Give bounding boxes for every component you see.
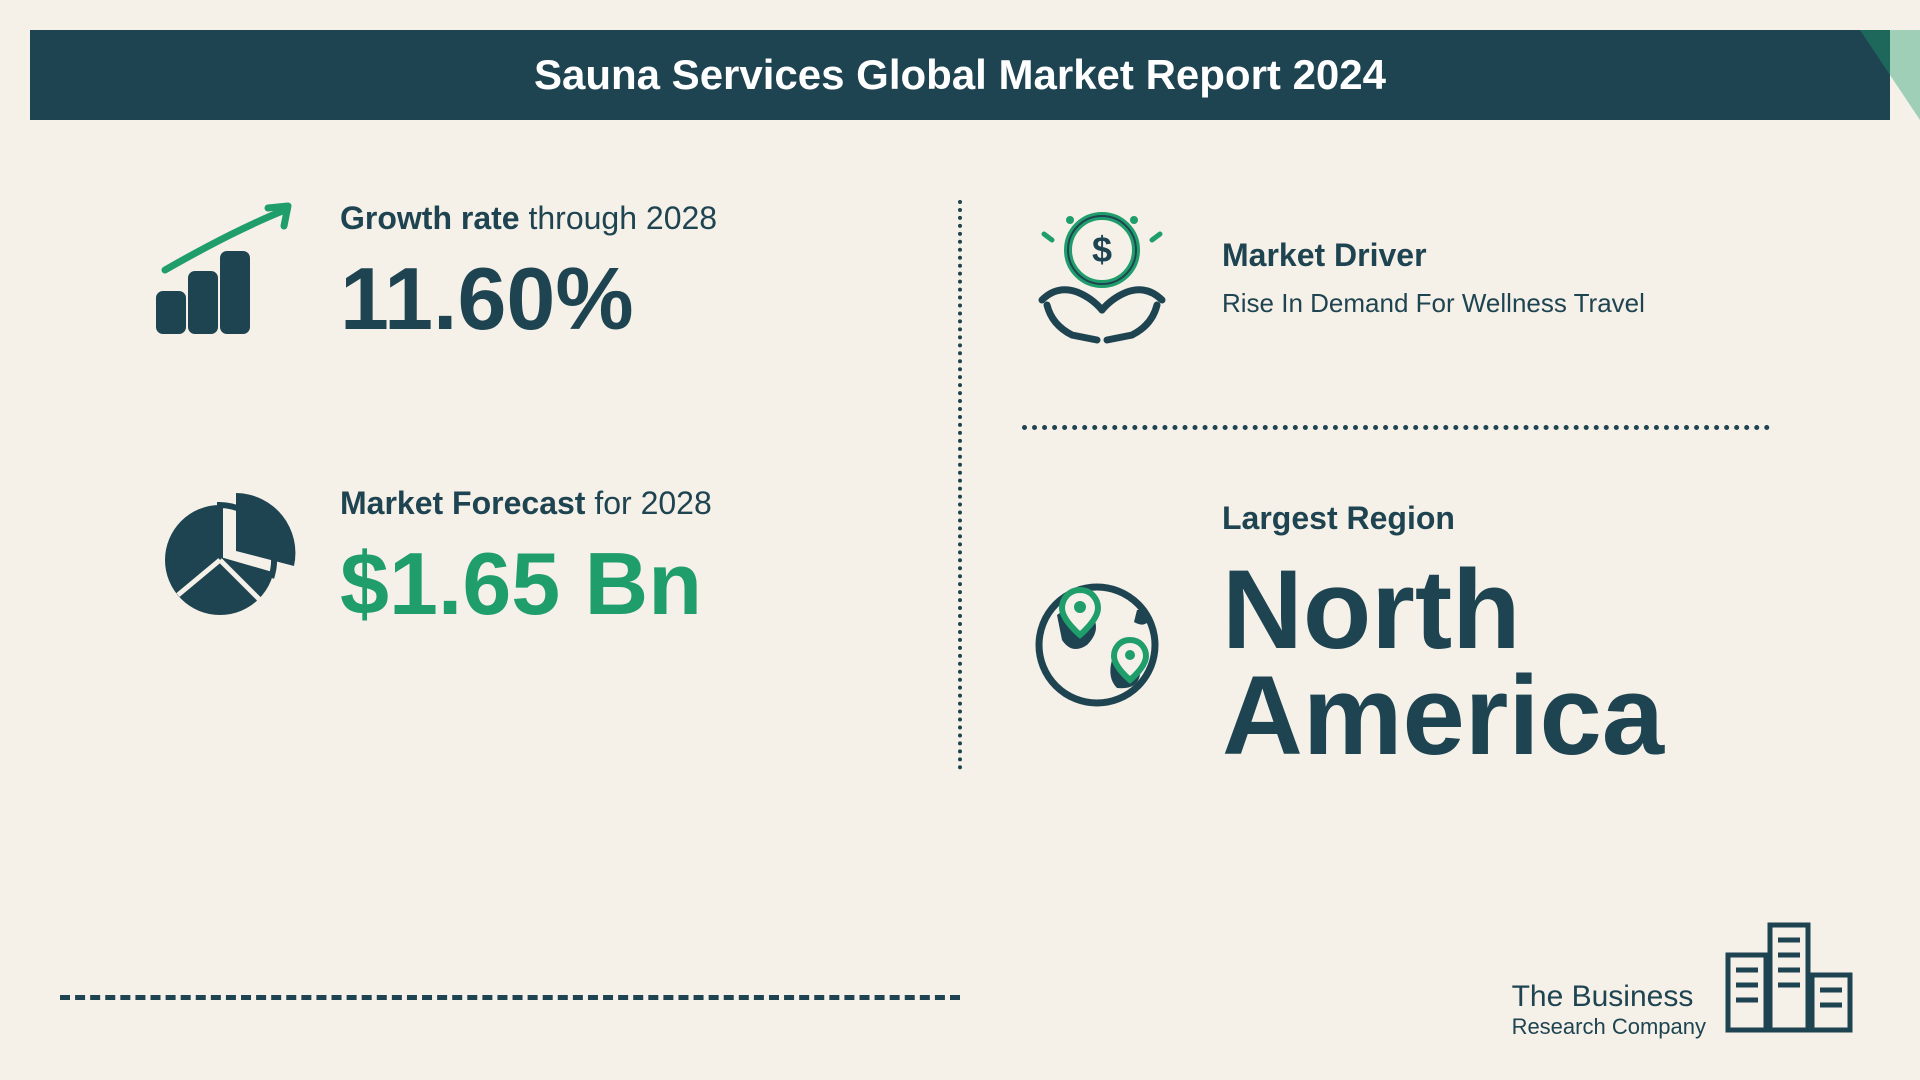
horizontal-divider: [1022, 425, 1770, 430]
growth-chart-icon: [150, 200, 300, 345]
region-value-line2: America: [1222, 663, 1664, 769]
header-bar: Sauna Services Global Market Report 2024: [30, 30, 1890, 120]
bottom-dashed-line: [60, 995, 960, 1000]
globe-pins-icon: [1022, 560, 1182, 725]
market-driver-block: $ Market Driver Rise In Demand For Welln…: [1022, 200, 1770, 355]
region-value: North America: [1222, 557, 1664, 770]
logo-line2: Research Company: [1512, 1014, 1706, 1040]
left-column: Growth rate through 2028 11.60% Market F…: [30, 160, 958, 1050]
forecast-label: Market Forecast for 2028: [340, 485, 712, 522]
logo-line1: The Business: [1512, 980, 1706, 1014]
forecast-text: Market Forecast for 2028 $1.65 Bn: [340, 485, 712, 628]
driver-label: Market Driver: [1222, 237, 1645, 274]
forecast-label-bold: Market Forecast: [340, 485, 585, 521]
page-title: Sauna Services Global Market Report 2024: [534, 51, 1386, 99]
growth-label-rest: through 2028: [520, 200, 718, 236]
region-value-line1: North: [1222, 557, 1664, 663]
growth-text: Growth rate through 2028 11.60%: [340, 200, 717, 343]
largest-region-block: Largest Region North America: [1022, 500, 1770, 770]
region-label: Largest Region: [1222, 500, 1664, 537]
region-text: Largest Region North America: [1222, 500, 1664, 770]
svg-text:$: $: [1092, 229, 1112, 270]
growth-value: 11.60%: [340, 255, 717, 343]
market-forecast-block: Market Forecast for 2028 $1.65 Bn: [150, 485, 898, 630]
pie-chart-icon: [150, 485, 300, 630]
hands-dollar-icon: $: [1022, 200, 1182, 355]
buildings-icon: [1720, 905, 1860, 1040]
growth-label-bold: Growth rate: [340, 200, 520, 236]
company-logo: The Business Research Company: [1512, 905, 1860, 1040]
forecast-value: $1.65 Bn: [340, 540, 712, 628]
logo-text: The Business Research Company: [1512, 980, 1706, 1040]
driver-description: Rise In Demand For Wellness Travel: [1222, 288, 1645, 319]
forecast-label-rest: for 2028: [585, 485, 711, 521]
growth-rate-block: Growth rate through 2028 11.60%: [150, 200, 898, 345]
driver-text: Market Driver Rise In Demand For Wellnes…: [1222, 237, 1645, 319]
growth-label: Growth rate through 2028: [340, 200, 717, 237]
